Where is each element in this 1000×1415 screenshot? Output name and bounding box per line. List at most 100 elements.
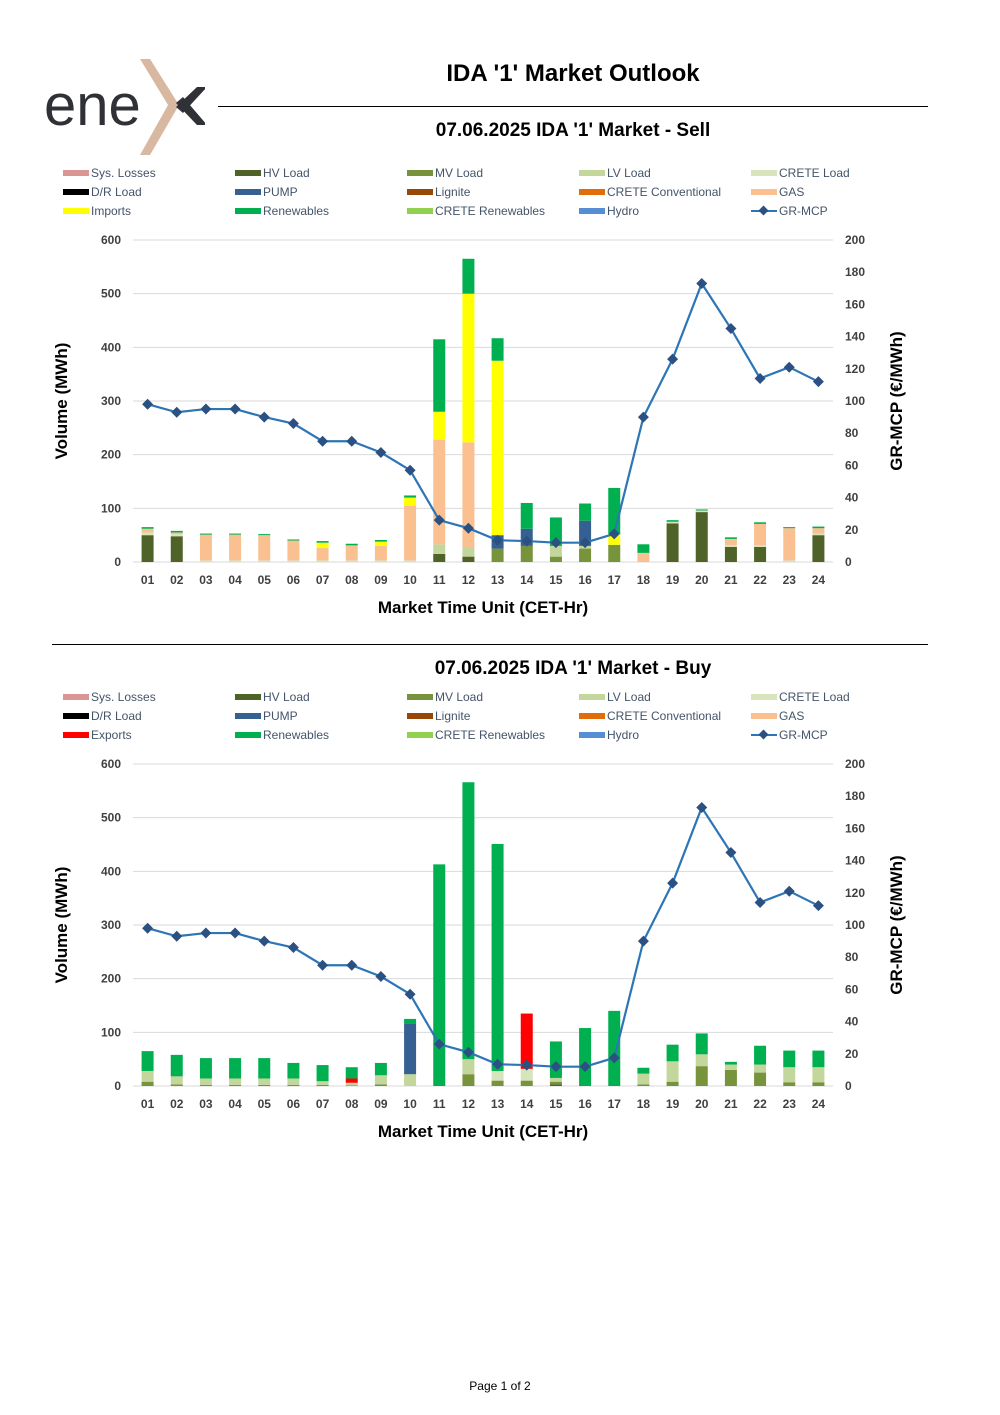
x-tick-label: 07: [316, 1097, 330, 1111]
bar-lv-load: [404, 1074, 417, 1086]
bar-renewables: [783, 1050, 796, 1068]
legend-label: Imports: [91, 204, 132, 218]
x-tick-label: 06: [287, 1097, 301, 1111]
y-tick-label: 500: [101, 811, 121, 825]
bar-renewables: [433, 864, 446, 1086]
x-tick-label: 08: [345, 573, 359, 587]
x-tick-label: 12: [462, 573, 476, 587]
bar-mv-load: [549, 1081, 562, 1085]
bar-lv-load: [258, 1078, 271, 1085]
legend-item-crete-renewables: CRETE Renewables: [407, 727, 579, 743]
legend-item-crete-conventional: CRETE Conventional: [579, 708, 751, 724]
legend-item-line: GR-MCP: [751, 727, 923, 743]
mcp-marker: [287, 418, 299, 430]
bar-lv-load: [229, 1078, 242, 1085]
legend-label: GAS: [779, 185, 805, 199]
legend-item-pump: PUMP: [235, 708, 407, 724]
bar-renewables: [579, 1028, 592, 1086]
bar-gas: [637, 552, 650, 562]
bar-mv-load: [345, 1085, 358, 1086]
bar-renewables: [258, 1058, 271, 1079]
legend-label: GR-MCP: [779, 204, 828, 218]
bar-renewables: [229, 1058, 242, 1079]
legend-label: HV Load: [263, 166, 310, 180]
bar-renewables: [199, 1058, 212, 1079]
bar-crete-load: [374, 560, 387, 562]
bar-imports: [374, 541, 387, 546]
x-tick-label: 10: [403, 573, 417, 587]
mcp-marker: [317, 435, 329, 447]
legend-swatch: [579, 732, 605, 738]
bar-renewables: [608, 1010, 621, 1086]
y2-tick-label: 40: [845, 1015, 859, 1029]
bar-lv-load: [549, 545, 562, 557]
legend-swatch: [751, 189, 777, 195]
bar-mv-load: [374, 1084, 387, 1086]
legend-swatch: [235, 713, 261, 719]
bar-mv-load: [783, 1082, 796, 1086]
y-tick-label: 600: [101, 757, 121, 771]
y-tick-label: 300: [101, 394, 121, 408]
bar-mv-load: [229, 1084, 242, 1086]
mcp-marker: [696, 277, 708, 289]
legend-swatch: [579, 189, 605, 195]
mcp-marker: [725, 847, 737, 859]
mcp-marker: [754, 372, 766, 384]
legend-item-hydro: Hydro: [579, 727, 751, 743]
legend-item-gas: GAS: [751, 184, 923, 200]
bar-crete-load: [199, 560, 212, 562]
mcp-marker: [462, 1046, 474, 1058]
mcp-marker: [579, 1061, 591, 1073]
bar-hv-load: [754, 546, 767, 562]
bar-renewables: [637, 1067, 650, 1074]
y2-tick-label: 0: [845, 555, 852, 569]
bar-lv-load: [199, 1078, 212, 1085]
bar-mv-load: [462, 1074, 475, 1086]
y2-axis-title: GR-MCP (€/MWh): [887, 331, 906, 470]
y-axis-title: Volume (MWh): [52, 343, 71, 460]
bar-pump: [404, 1023, 417, 1075]
page-footer: Page 1 of 2: [469, 1379, 531, 1393]
legend-item-crete-renewables: CRETE Renewables: [407, 203, 579, 219]
legend-swatch: [751, 694, 777, 700]
x-tick-label: 14: [520, 1097, 534, 1111]
legend-swatch: [751, 170, 777, 176]
mcp-marker: [287, 942, 299, 954]
legend-swatch: [579, 713, 605, 719]
mcp-marker: [229, 927, 241, 939]
legend-swatch: [235, 208, 261, 214]
legend-label: LV Load: [607, 166, 651, 180]
mcp-marker: [346, 435, 358, 447]
bar-gas: [754, 523, 767, 546]
y2-tick-label: 40: [845, 491, 859, 505]
bar-renewables: [287, 539, 300, 541]
legend-swatch: [63, 208, 89, 214]
legend-item-mv-load: MV Load: [407, 165, 579, 181]
bar-renewables: [491, 338, 504, 361]
bar-hv-load: [812, 535, 825, 562]
x-tick-label: 04: [228, 573, 242, 587]
legend-item-sys-losses: Sys. Losses: [63, 165, 235, 181]
mcp-marker: [346, 959, 358, 971]
bar-imports: [491, 360, 504, 536]
y2-tick-label: 120: [845, 886, 865, 900]
bar-gas: [199, 534, 212, 561]
y-axis-title: Volume (MWh): [52, 867, 71, 984]
legend-swatch: [235, 694, 261, 700]
mcp-marker: [171, 406, 183, 418]
mcp-marker: [637, 411, 649, 423]
bar-crete-load: [170, 534, 183, 537]
y2-tick-label: 120: [845, 362, 865, 376]
bar-gas: [345, 545, 358, 561]
bar-lv-load: [783, 1067, 796, 1083]
legend-label: Exports: [91, 728, 132, 742]
bar-crete-load: [404, 560, 417, 562]
legend-label: Lignite: [435, 185, 471, 199]
legend-item-imports: Imports: [63, 203, 235, 219]
bar-renewables: [666, 520, 679, 522]
bar-mv-load: [666, 1081, 679, 1086]
bar-renewables: [433, 339, 446, 412]
legend-item-crete-load: CRETE Load: [751, 165, 923, 181]
legend-label: HV Load: [263, 690, 310, 704]
x-axis-title: Market Time Unit (CET-Hr): [378, 598, 588, 617]
